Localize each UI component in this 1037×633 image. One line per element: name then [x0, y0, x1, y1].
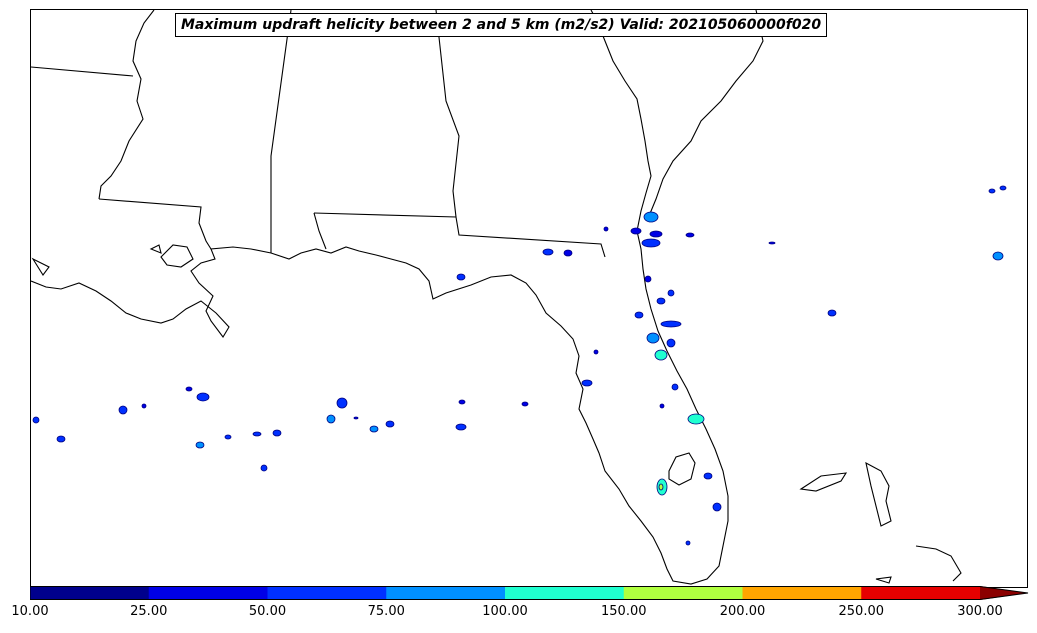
- colorbar-tick-label: 75.00: [367, 604, 405, 619]
- colorbar-segment: [623, 586, 743, 600]
- colorbar: [30, 586, 1029, 600]
- colorbar-extend-arrow: [980, 586, 1028, 600]
- colorbar-tick-label: 100.00: [482, 604, 528, 619]
- colorbar-segment: [386, 586, 506, 600]
- colorbar-tick-label: 150.00: [601, 604, 647, 619]
- colorbar-segment: [861, 586, 981, 600]
- colorbar-segment: [505, 586, 625, 600]
- colorbar-tick-label: 50.00: [248, 604, 287, 619]
- map-title: Maximum updraft helicity between 2 and 5…: [175, 13, 828, 37]
- colorbar-outline: [30, 586, 1029, 600]
- basemap: [31, 10, 1007, 585]
- map-plot-area: [30, 9, 1028, 588]
- colorbar-tick-label: 250.00: [838, 604, 885, 619]
- colorbar-tick-label: 200.00: [719, 604, 766, 619]
- colorbar-segment: [30, 586, 150, 600]
- helicity-cells: [32, 185, 1007, 546]
- coastline: [31, 10, 962, 585]
- colorbar-segment: [148, 586, 268, 600]
- colorbar-segment: [267, 586, 387, 600]
- colorbar-segment: [742, 586, 862, 600]
- colorbar-tick-label: 10.00: [11, 604, 49, 619]
- colorbar-tick-label: 25.00: [130, 604, 168, 619]
- colorbar-tick-label: 300.00: [957, 604, 1003, 619]
